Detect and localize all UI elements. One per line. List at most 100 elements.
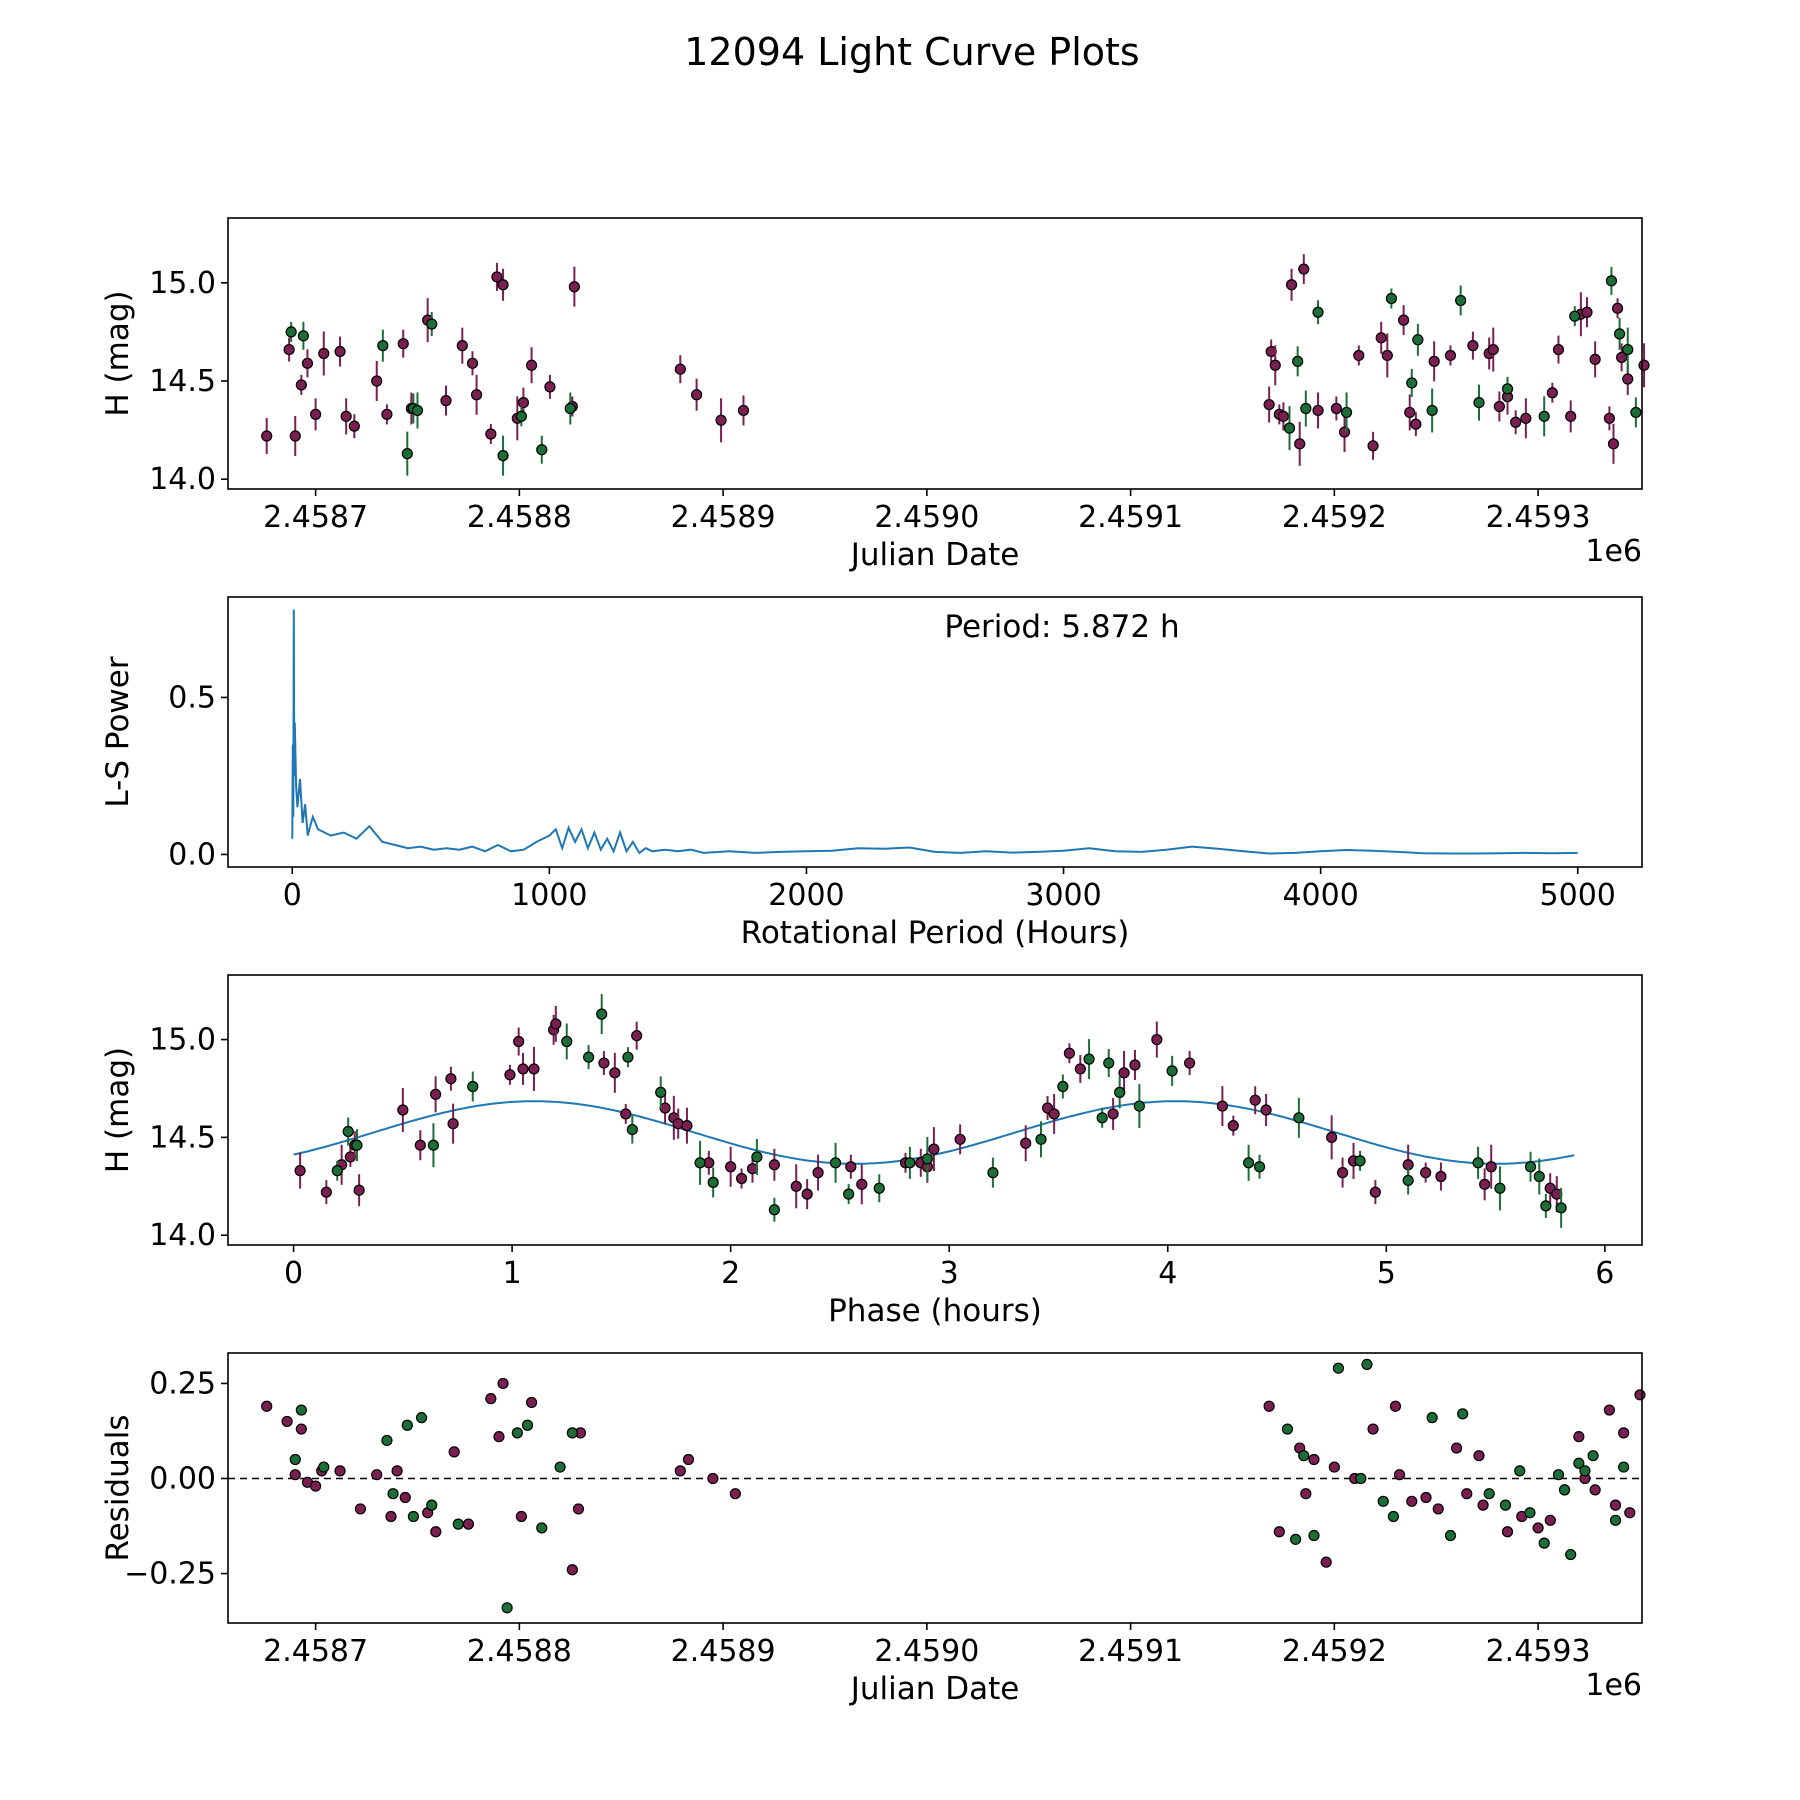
data-point (1524, 1507, 1536, 1519)
data-point (1269, 359, 1281, 371)
y-axis-label: L-S Power (100, 656, 136, 807)
data-point (1479, 1178, 1491, 1190)
data-point (411, 404, 424, 417)
x-axis-label: Rotational Period (Hours) (741, 915, 1130, 951)
data-point (1501, 1526, 1514, 1538)
data-point (497, 450, 509, 462)
data-point (342, 1125, 354, 1138)
data-point (447, 1118, 459, 1130)
data-point (812, 1167, 824, 1179)
data-point (1129, 1059, 1141, 1071)
y-tick-label: 14.5 (149, 1120, 216, 1155)
data-point (1483, 1488, 1495, 1500)
data-point (568, 281, 580, 293)
data-point (751, 1151, 763, 1163)
data-point (452, 1518, 464, 1530)
data-point (873, 1182, 885, 1194)
data-point (1355, 1472, 1367, 1485)
data-point (1083, 1053, 1095, 1065)
data-point (430, 1526, 442, 1538)
axes-frame (227, 1352, 1643, 1624)
data-point (334, 345, 346, 358)
data-point (467, 1080, 479, 1093)
data-point (517, 396, 530, 409)
data-point (456, 340, 468, 352)
data-point (1467, 340, 1479, 352)
data-point (1184, 1057, 1196, 1069)
data-point (401, 448, 413, 460)
data-point (1538, 1537, 1550, 1549)
data-point (1630, 406, 1642, 419)
data-point (1249, 1094, 1261, 1106)
data-point (1473, 1450, 1485, 1462)
data-point (295, 1423, 307, 1435)
data-point (399, 1491, 411, 1504)
x-offset-label: 1e6 (1585, 534, 1642, 569)
data-point (426, 1499, 438, 1511)
data-point (1118, 1067, 1130, 1079)
data-point (1336, 1167, 1349, 1179)
data-point (1555, 1202, 1567, 1214)
data-point (385, 1510, 397, 1523)
data-point (1616, 351, 1628, 364)
x-tick-label: 0 (283, 878, 302, 913)
data-point (987, 1167, 999, 1179)
data-point (1406, 1495, 1418, 1507)
data-point (1402, 1174, 1414, 1187)
data-point (1473, 396, 1485, 409)
data-point (1283, 422, 1296, 434)
x-tick-label: 2000 (768, 878, 844, 913)
data-point (1389, 1400, 1402, 1412)
data-point (513, 1035, 525, 1048)
x-tick-label: 5 (1377, 1256, 1396, 1291)
data-point (1607, 438, 1620, 450)
data-point (1298, 1450, 1310, 1462)
data-point (544, 381, 556, 393)
data-point (427, 1139, 440, 1151)
data-point (1048, 1108, 1060, 1120)
data-point (790, 1180, 802, 1192)
data-point (1361, 1358, 1373, 1371)
data-point (1277, 410, 1290, 422)
data-point (1330, 402, 1342, 415)
x-tick-label: 2.4587 (263, 1634, 368, 1669)
data-point (928, 1143, 940, 1155)
data-point (318, 1461, 330, 1473)
x-tick-label: 2.4587 (263, 500, 368, 535)
y-tick-label: 0.00 (149, 1461, 216, 1496)
data-point (856, 1178, 868, 1190)
data-point (1499, 1499, 1512, 1511)
data-point (1634, 1389, 1646, 1401)
data-point (1312, 404, 1324, 417)
data-point (1420, 1491, 1432, 1504)
data-point (1063, 1047, 1076, 1059)
data-point (626, 1123, 638, 1136)
data-point (1546, 387, 1558, 399)
data-point (301, 357, 314, 369)
data-point (572, 1503, 585, 1515)
x-tick-label: 2.4588 (467, 500, 572, 535)
data-point (285, 326, 297, 338)
panel-phased-light-curve: 0 1 2 3 4 5 6 14.0 14.5 15.0 Phase (hours) H (mag) (100, 974, 1643, 1329)
data-point (289, 1469, 301, 1481)
data-point (566, 1427, 578, 1439)
data-point (334, 1465, 346, 1477)
data-point (515, 410, 527, 422)
data-point (1485, 1161, 1497, 1173)
data-point (954, 1133, 966, 1145)
data-point (470, 389, 483, 401)
data-point (1216, 1100, 1228, 1112)
data-point (1638, 359, 1650, 371)
panel-periodogram: 0 1000 2000 3000 4000 5000 0.0 0.5 Rotational Pe… (100, 596, 1643, 951)
x-tick-label: 2.4592 (1282, 500, 1387, 535)
x-tick-label: 6 (1595, 1256, 1614, 1291)
data-point (1387, 1510, 1400, 1523)
data-point (566, 1564, 578, 1576)
axes-frame (227, 596, 1643, 868)
data-point (1569, 310, 1581, 322)
data-point (1227, 1120, 1239, 1132)
data-point (843, 1188, 855, 1200)
data-point (609, 1067, 621, 1079)
data-point (1624, 1507, 1636, 1519)
data-point (1263, 398, 1275, 411)
